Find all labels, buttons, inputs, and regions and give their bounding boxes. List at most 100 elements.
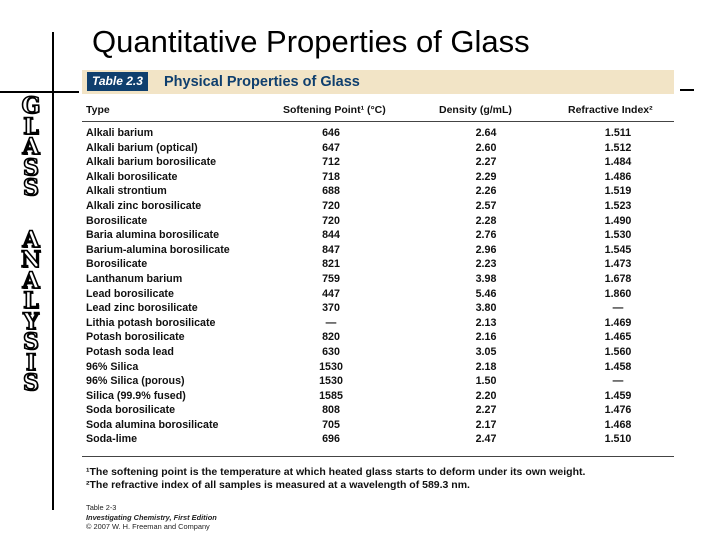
cell-density: 2.27: [475, 156, 497, 169]
table-title: Physical Properties of Glass: [164, 74, 360, 90]
cell-type: Soda borosilicate: [86, 404, 176, 417]
side-letter-gap: [14, 199, 48, 230]
table-rule-top: [82, 121, 674, 122]
cell-softening-point: 1585: [319, 389, 343, 402]
table-row: Alkali barium borosilicate 712 2.27 1.484: [86, 155, 674, 170]
cell-softening-point: 1530: [319, 375, 343, 388]
cell-softening-point: 705: [322, 418, 340, 431]
table-row: Alkali strontium 688 2.26 1.519: [86, 184, 674, 199]
cell-refractive-index: 1.678: [604, 272, 632, 285]
cell-type: Lead zinc borosilicate: [86, 302, 198, 315]
cell-density: 2.64: [475, 127, 497, 139]
table-row: Baria alumina borosilicate 844 2.76 1.530: [86, 228, 674, 243]
cell-refractive-index: 1.476: [604, 404, 632, 417]
slide-title: Quantitative Properties of Glass: [92, 24, 530, 59]
side-letter: S: [22, 175, 39, 201]
table-row: Alkali barium 646 2.64 1.511: [86, 126, 674, 141]
footnote-refractive-index: ²The refractive index of all samples is …: [86, 479, 470, 491]
cell-softening-point: 821: [322, 258, 340, 271]
table-row: Borosilicate 821 2.23 1.473: [86, 257, 674, 272]
cell-type: Barium-alumina borosilicate: [86, 243, 230, 256]
cell-softening-point: 370: [322, 302, 340, 315]
cell-type: Baria alumina borosilicate: [86, 229, 220, 242]
cell-softening-point: 712: [322, 156, 340, 169]
cell-density: 3.05: [475, 345, 497, 358]
cell-refractive-index: 1.510: [604, 433, 632, 446]
cell-refractive-index: —: [612, 302, 624, 315]
table-row: Soda-lime 696 2.47 1.510: [86, 432, 674, 447]
column-header-softening-point: Softening Point¹ (°C): [283, 104, 386, 116]
cell-density: 2.76: [475, 229, 497, 242]
side-letter: A: [22, 226, 41, 253]
table-row: Potash borosilicate 820 2.16 1.465: [86, 330, 674, 345]
table-row: Borosilicate 720 2.28 1.490: [86, 214, 674, 229]
cell-refractive-index: 1.545: [604, 243, 632, 256]
cell-softening-point: 646: [322, 127, 340, 139]
cell-density: 2.28: [475, 214, 497, 227]
column-header-type: Type: [86, 104, 110, 116]
side-letter: I: [25, 349, 37, 376]
side-letter: Y: [22, 308, 39, 335]
table-row: Potash soda lead 630 3.05 1.560: [86, 345, 674, 360]
cell-refractive-index: 1.511: [604, 127, 632, 139]
cell-density: 2.13: [475, 316, 497, 329]
cell-refractive-index: 1.484: [604, 156, 632, 169]
cell-softening-point: 630: [322, 345, 340, 358]
cell-softening-point: 847: [322, 243, 340, 256]
cell-refractive-index: —: [612, 375, 624, 388]
cell-type: 96% Silica (porous): [86, 375, 185, 388]
table-row: Lithia potash borosilicate — 2.13 1.469: [86, 316, 674, 331]
side-letter: L: [22, 113, 39, 140]
cell-refractive-index: 1.490: [604, 214, 632, 227]
cell-type: Alkali barium: [86, 127, 154, 139]
cell-type: Lanthanum barium: [86, 272, 183, 285]
cell-density: 2.20: [475, 389, 497, 402]
cell-refractive-index: 1.512: [604, 141, 632, 154]
cell-density: 5.46: [475, 287, 497, 300]
cell-type: Alkali barium borosilicate: [86, 156, 217, 169]
cell-density: 2.23: [475, 258, 497, 271]
horizontal-rule-right: [680, 89, 694, 91]
table-row: 96% Silica (porous) 1530 1.50 —: [86, 374, 674, 389]
cell-density: 2.26: [475, 185, 497, 198]
cell-softening-point: 696: [322, 433, 340, 446]
table-row: Alkali borosilicate 718 2.29 1.486: [86, 170, 674, 185]
table-rule-bottom: [82, 456, 674, 457]
cell-density: 1.50: [475, 375, 497, 388]
cell-softening-point: 718: [322, 170, 340, 183]
cell-softening-point: 720: [322, 214, 340, 227]
cell-refractive-index: 1.519: [604, 185, 632, 198]
cell-softening-point: 844: [322, 229, 340, 242]
cell-refractive-index: 1.530: [604, 229, 632, 242]
cell-type: Soda alumina borosilicate: [86, 418, 219, 431]
side-letter: S: [22, 154, 39, 181]
table-header-bar: Table 2.3 Physical Properties of Glass: [82, 70, 674, 94]
cell-refractive-index: 1.458: [604, 360, 632, 373]
cell-density: 3.80: [475, 302, 497, 315]
cell-type: Borosilicate: [86, 214, 148, 227]
cell-refractive-index: 1.486: [604, 170, 632, 183]
cell-type: Soda-lime: [86, 433, 138, 446]
cell-density: 2.17: [475, 418, 497, 431]
cell-type: Alkali barium (optical): [86, 141, 198, 154]
cell-type: Alkali zinc borosilicate: [86, 199, 202, 212]
table-row: Lanthanum barium 759 3.98 1.678: [86, 272, 674, 287]
cell-density: 2.96: [475, 243, 497, 256]
cell-softening-point: 647: [322, 141, 340, 154]
table-row: Lead zinc borosilicate 370 3.80 —: [86, 301, 674, 316]
column-header-refractive-index: Refractive Index²: [568, 104, 653, 116]
table-row: Barium-alumina borosilicate 847 2.96 1.545: [86, 243, 674, 258]
cell-density: 2.29: [475, 170, 497, 183]
cell-softening-point: 759: [322, 272, 340, 285]
side-letter: N: [20, 247, 42, 273]
cell-refractive-index: 1.523: [604, 199, 632, 212]
side-letter: L: [22, 288, 39, 314]
side-letter: S: [22, 370, 39, 396]
table-row: Soda alumina borosilicate 705 2.17 1.468: [86, 418, 674, 433]
cell-density: 2.57: [475, 199, 497, 212]
cell-density: 2.16: [475, 331, 497, 344]
column-header-density: Density (g/mL): [439, 104, 512, 116]
credit-table-number: Table 2-3: [86, 503, 117, 512]
credit-book-title: Investigating Chemistry, First Edition: [86, 513, 217, 522]
